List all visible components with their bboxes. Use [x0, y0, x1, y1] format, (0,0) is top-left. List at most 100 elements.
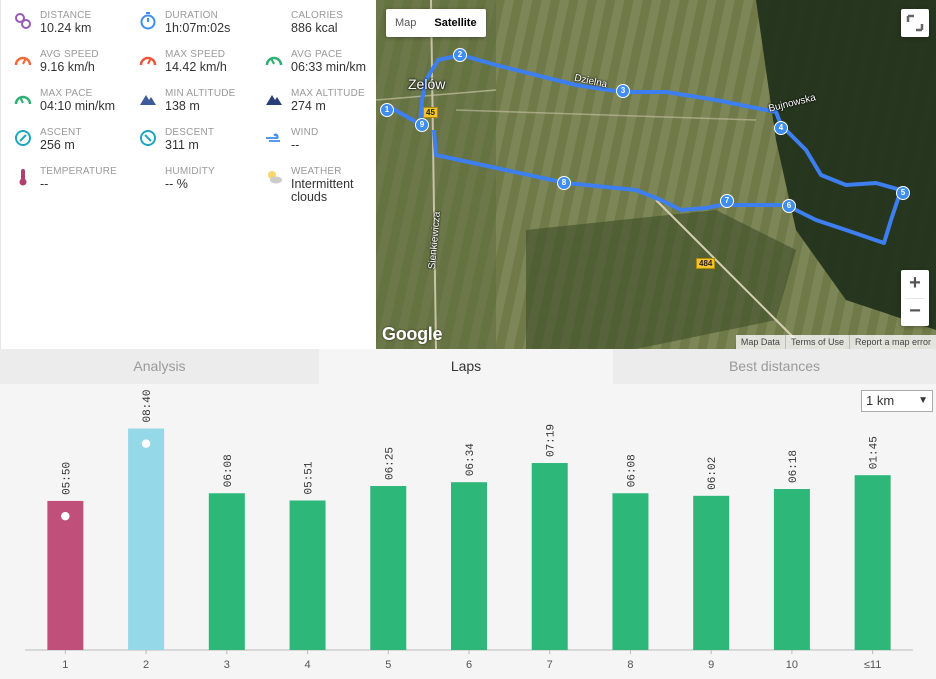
stat-label: MAX PACE: [40, 88, 93, 99]
stat-value: 04:10 min/km: [40, 99, 116, 113]
route-waypoint[interactable]: 9: [415, 118, 429, 132]
lap-number-label: 1: [62, 659, 68, 671]
google-logo: Google: [382, 324, 443, 344]
distance-icon: [15, 13, 31, 29]
lap-number-label: 8: [627, 659, 633, 671]
lap-number-label: 5: [385, 659, 391, 671]
chevron-down-icon: ▼: [918, 395, 928, 406]
lap-number-label: 2: [143, 659, 149, 671]
wind-icon: [266, 133, 280, 142]
lap-bar[interactable]: [773, 489, 810, 650]
stat-label: MIN ALTITUDE: [165, 88, 236, 99]
stat-label: TEMPERATURE: [40, 166, 118, 177]
map-type-map-button[interactable]: Map: [395, 17, 417, 29]
stat-value: 14.42 km/h: [165, 60, 227, 74]
stat-value: Intermittent clouds: [291, 177, 354, 204]
lap-time-label: 06:25: [384, 447, 396, 480]
route-waypoint[interactable]: 2: [453, 48, 467, 62]
route-waypoint[interactable]: 8: [557, 176, 571, 190]
stat-label: WEATHER: [291, 166, 342, 177]
lap-number-label: 7: [547, 659, 553, 671]
hare-icon: ●: [61, 509, 71, 522]
route-waypoint[interactable]: 4: [774, 121, 788, 135]
map-attribution: Map Data Terms of Use Report a map error: [735, 335, 936, 349]
mountain-icon: [140, 95, 156, 105]
tab-laps[interactable]: Laps: [319, 349, 613, 384]
stat-label: MAX ALTITUDE: [291, 88, 365, 99]
fullscreen-button[interactable]: [901, 9, 929, 37]
stat-value: -- %: [165, 177, 188, 191]
route-waypoint[interactable]: 6: [782, 199, 796, 213]
cloud-sun-icon: [268, 171, 282, 184]
town-label: Zelów: [408, 76, 446, 92]
route-waypoint[interactable]: 7: [720, 194, 734, 208]
stat-label: AVG PACE: [291, 49, 343, 60]
report-map-error-link[interactable]: Report a map error: [848, 335, 936, 349]
lap-bar[interactable]: [693, 495, 730, 650]
stat-value: 274 m: [291, 99, 326, 113]
lap-time-label: 06:18: [788, 450, 800, 483]
lap-bar[interactable]: [531, 463, 568, 650]
satellite-imagery: [376, 0, 936, 349]
stat-label: HUMIDITY: [165, 166, 215, 177]
route-waypoint[interactable]: 3: [616, 84, 630, 98]
lap-number-label: 9: [708, 659, 714, 671]
stat-label: AVG SPEED: [40, 49, 99, 60]
workout-stats-panel: DISTANCE 10.24 km DURATION 1h:07m:02s CALORI…: [0, 0, 376, 349]
lap-number-label: 6: [466, 659, 472, 671]
lap-time-label: 06:02: [707, 457, 719, 490]
lap-number-label: 10: [786, 659, 798, 671]
speedometer-icon: [14, 56, 32, 66]
map-type-satellite-button[interactable]: Satellite: [434, 17, 477, 29]
lap-time-label: 05:50: [61, 462, 73, 495]
ascent-icon: [15, 130, 31, 146]
lap-bar[interactable]: [289, 500, 326, 651]
zoom-control: + −: [901, 270, 929, 326]
route-map[interactable]: Zelów Dzielna Bujnowska Sienkiewicza 45 …: [376, 0, 936, 349]
lap-time-label: 01:45: [869, 436, 881, 469]
lap-bar[interactable]: [854, 475, 891, 650]
stat-value: 256 m: [40, 138, 75, 152]
stat-value: 886 kcal: [291, 21, 338, 35]
tab-analysis[interactable]: Analysis: [0, 349, 319, 384]
lap-time-label: 06:08: [223, 454, 235, 487]
lap-time-label: 07:19: [546, 424, 558, 457]
route-waypoint[interactable]: 1: [380, 103, 394, 117]
lap-bar[interactable]: [370, 486, 407, 650]
stat-label: ASCENT: [40, 127, 82, 138]
lap-bar[interactable]: [47, 500, 84, 650]
lap-bar[interactable]: [451, 482, 487, 650]
route-waypoint[interactable]: 5: [896, 186, 910, 200]
tab-best-distances[interactable]: Best distances: [613, 349, 936, 384]
lap-number-label: 3: [224, 659, 230, 671]
stat-label: MAX SPEED: [165, 49, 226, 60]
stat-label: DURATION: [165, 10, 219, 21]
stat-value: 1h:07m:02s: [165, 21, 231, 35]
thermometer-icon: [19, 169, 27, 186]
stat-value: --: [40, 177, 49, 191]
terms-of-use-link[interactable]: Terms of Use: [784, 335, 849, 349]
lap-time-label: 06:34: [465, 443, 477, 476]
fullscreen-icon: [906, 14, 924, 32]
stat-value: 10.24 km: [40, 21, 92, 35]
pace-gauge-icon: [14, 95, 32, 105]
laps-bar-chart: ● 05:50 1 ● 08:40 2 06:08 3 05:51 4 06:25 5 06:34 6 07…: [25, 390, 913, 671]
pace-gauge-icon: [265, 56, 283, 66]
lap-distance-select[interactable]: 1 km ▼: [861, 390, 933, 412]
zoom-out-button[interactable]: −: [909, 300, 921, 322]
map-type-control: Map Satellite: [386, 9, 486, 37]
zoom-in-button[interactable]: +: [909, 272, 921, 294]
descent-icon: [140, 130, 156, 146]
stat-value: 138 m: [165, 99, 200, 113]
analysis-tabs: Analysis Laps Best distances: [0, 349, 936, 384]
flame-icon: [265, 12, 283, 30]
lap-bar[interactable]: [208, 493, 245, 650]
stat-value: --: [291, 138, 300, 152]
road-badge: 45: [423, 107, 438, 118]
lap-time-label: 06:08: [626, 454, 638, 487]
lap-bar[interactable]: [612, 493, 649, 650]
stopwatch-icon: [140, 12, 156, 30]
stat-label: DISTANCE: [40, 10, 92, 21]
lap-bar[interactable]: [128, 428, 165, 650]
map-data-link[interactable]: Map Data: [740, 337, 780, 347]
